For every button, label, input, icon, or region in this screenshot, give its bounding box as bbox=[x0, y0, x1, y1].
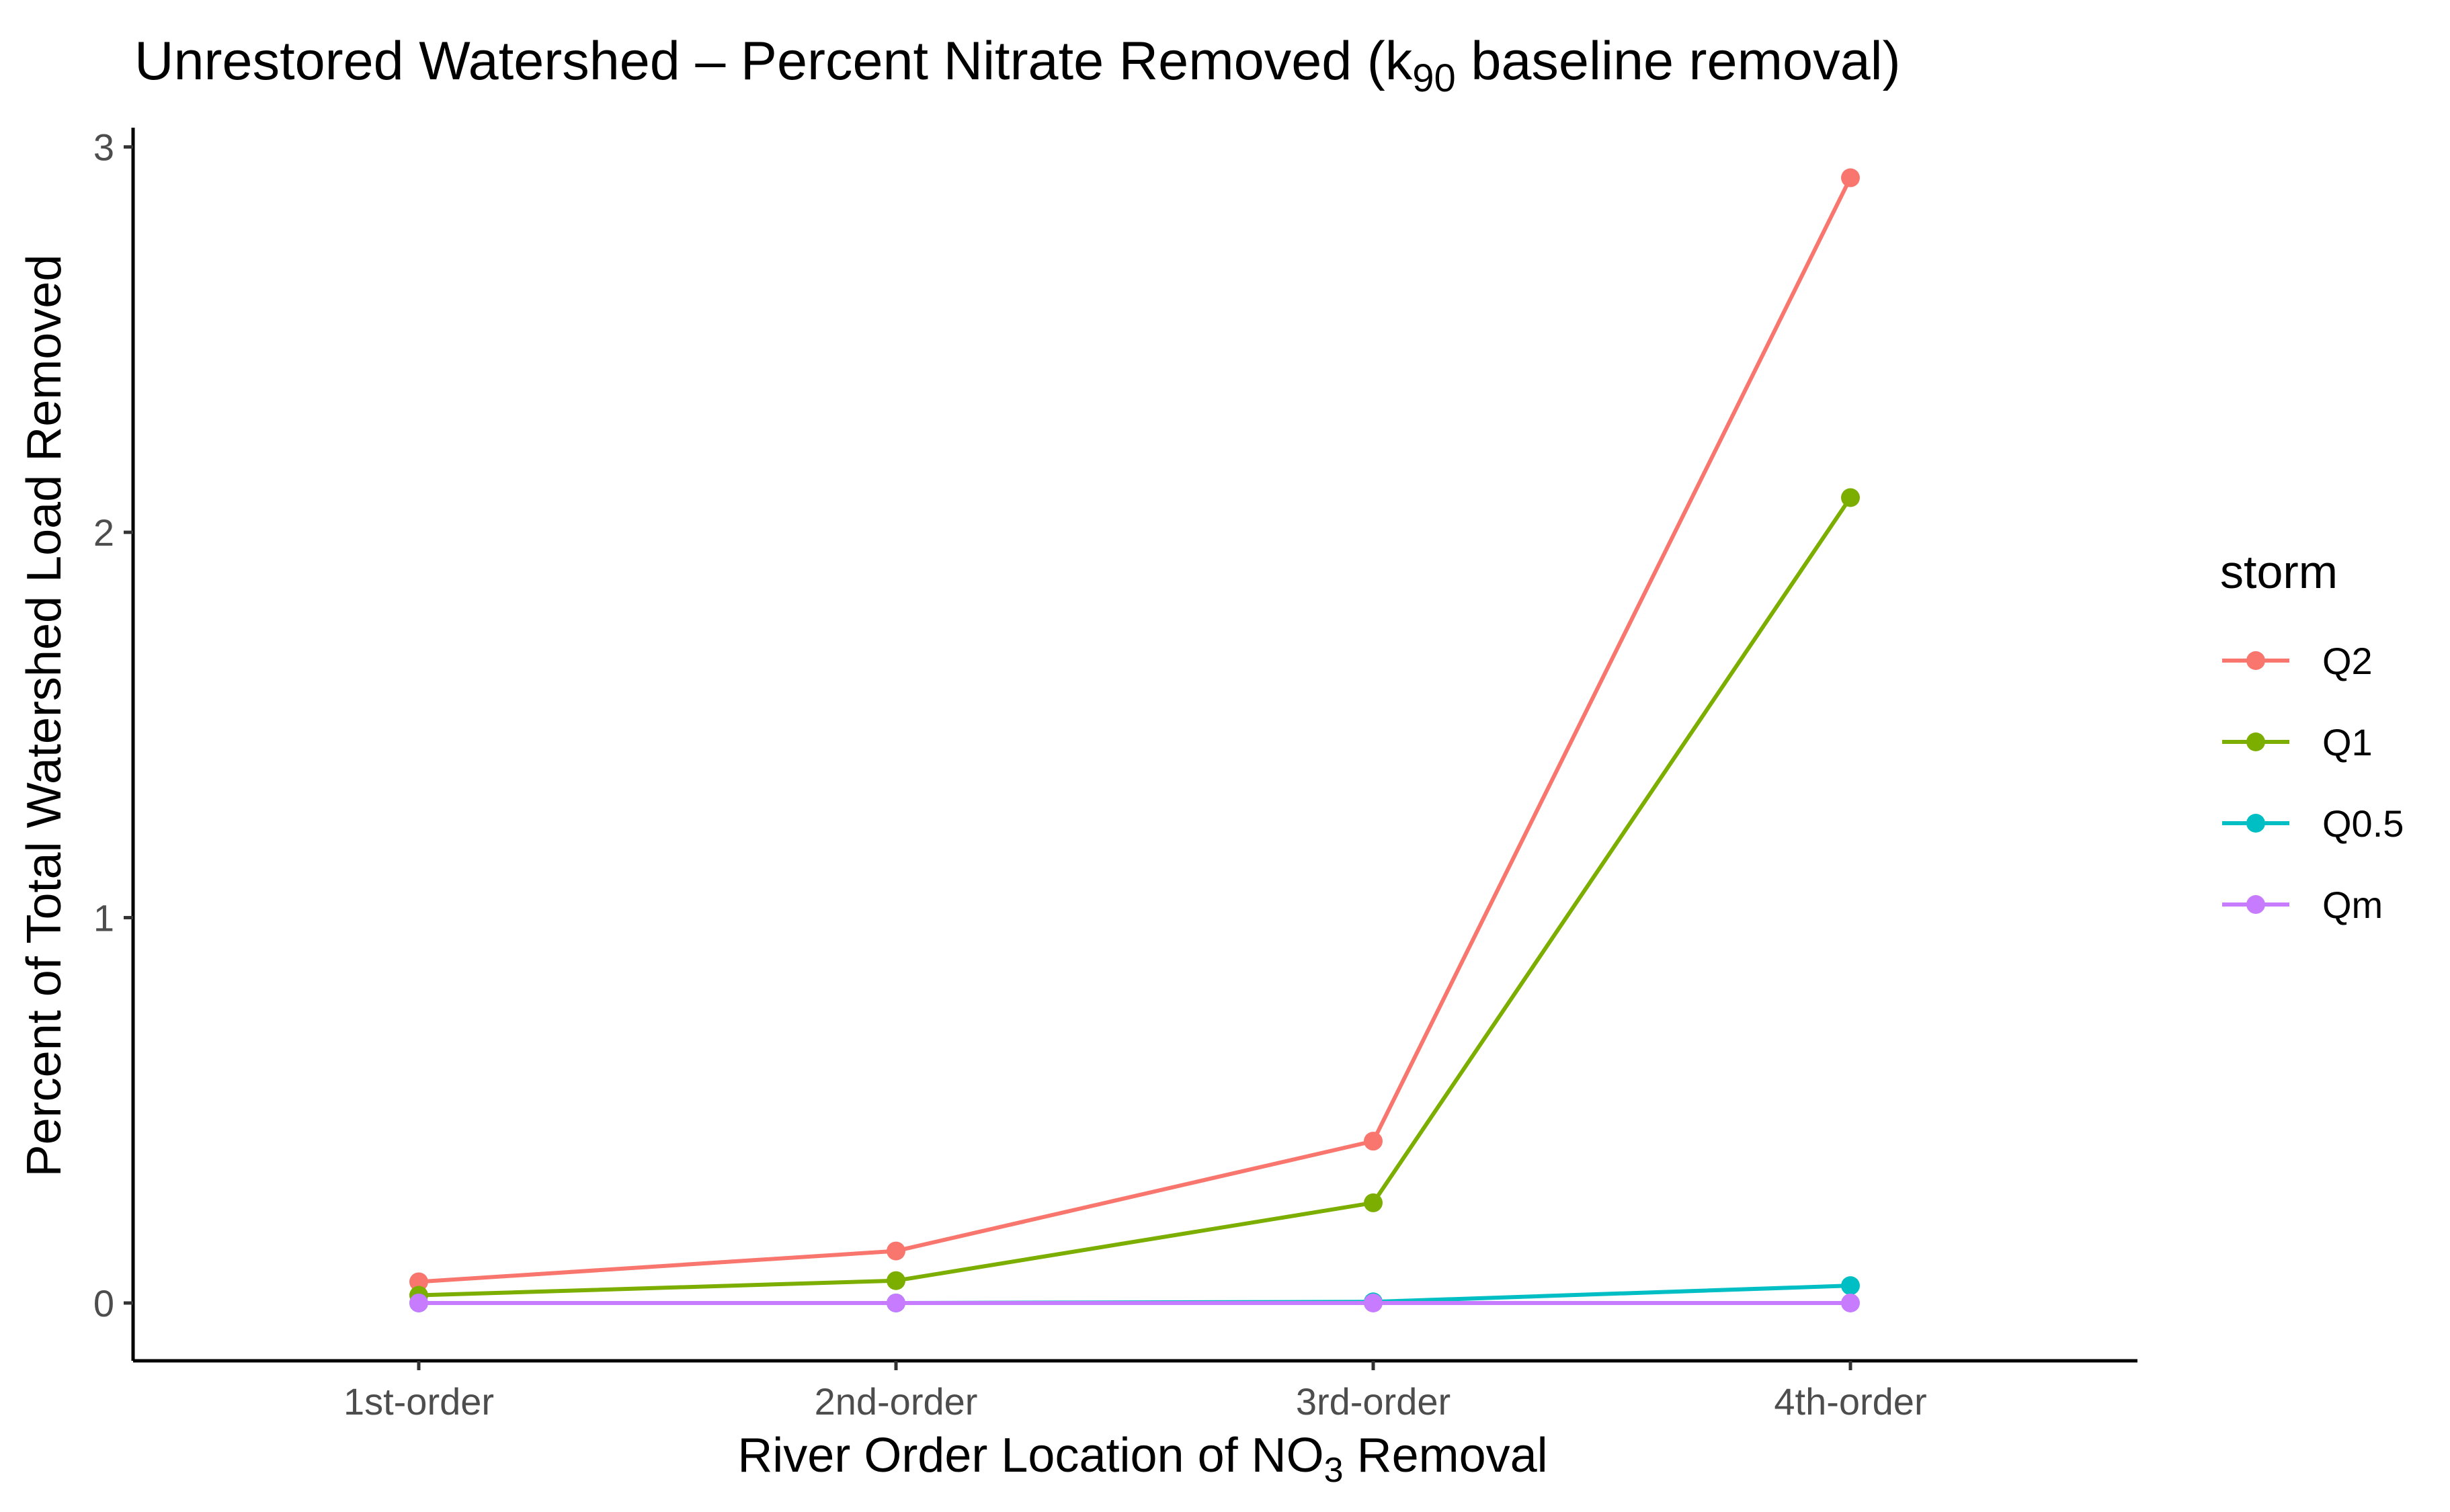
data-point-q2 bbox=[887, 1241, 905, 1261]
legend-key-point-qm bbox=[2246, 895, 2265, 914]
x-tick-label: 4th-order bbox=[1774, 1380, 1926, 1423]
series-group bbox=[409, 168, 1860, 1312]
legend-label-q1: Q1 bbox=[2322, 721, 2373, 763]
data-point-q0-5 bbox=[1841, 1276, 1860, 1296]
x-axis-title-main: River Order Location of NO bbox=[737, 1429, 1323, 1482]
y-axis-ticks: 0 1 2 3 bbox=[93, 126, 133, 1325]
data-point-qm bbox=[1364, 1293, 1383, 1312]
data-point-q2 bbox=[409, 1272, 428, 1292]
legend-key-point-q0-5 bbox=[2246, 814, 2265, 833]
data-point-q2 bbox=[1364, 1132, 1383, 1151]
data-point-qm bbox=[887, 1293, 905, 1312]
data-point-q1 bbox=[1841, 488, 1860, 507]
x-axis-title-subscript: 3 bbox=[1324, 1451, 1344, 1490]
data-point-qm bbox=[1841, 1293, 1860, 1312]
x-axis-title: River Order Location of NO3 Removal bbox=[737, 1429, 1547, 1490]
chart-title: Unrestored Watershed – Percent Nitrate R… bbox=[134, 31, 1901, 100]
legend-title: storm bbox=[2220, 546, 2338, 598]
legend-label-q0-5: Q0.5 bbox=[2322, 802, 2404, 845]
legend: storm Q2 Q1 Q0.5 Qm bbox=[2220, 546, 2404, 926]
y-axis-title: Percent of Total Watershed Load Removed bbox=[17, 255, 71, 1177]
data-point-q2 bbox=[1841, 168, 1860, 187]
x-tick-label: 2nd-order bbox=[815, 1380, 978, 1423]
data-point-q1 bbox=[887, 1271, 905, 1290]
y-tick-label: 1 bbox=[93, 897, 114, 939]
series-line-q1 bbox=[418, 496, 1852, 1298]
chart-title-end: baseline removal) bbox=[1456, 31, 1901, 91]
legend-label-qm: Qm bbox=[2322, 884, 2383, 926]
legend-key-point-q1 bbox=[2246, 732, 2265, 751]
x-tick-label: 1st-order bbox=[343, 1380, 494, 1423]
legend-label-q2: Q2 bbox=[2322, 640, 2373, 682]
y-tick-label: 0 bbox=[93, 1282, 114, 1325]
y-tick-label: 2 bbox=[93, 511, 114, 554]
data-point-qm bbox=[409, 1293, 428, 1312]
chart-title-subscript: 90 bbox=[1412, 56, 1456, 100]
x-axis-ticks: 1st-order 2nd-order 3rd-order 4th-order bbox=[343, 1361, 1927, 1423]
chart-title-main: Unrestored Watershed – Percent Nitrate R… bbox=[134, 31, 1413, 91]
data-point-q1 bbox=[1364, 1193, 1383, 1212]
x-tick-label: 3rd-order bbox=[1296, 1380, 1451, 1423]
series-line-q2 bbox=[418, 177, 1852, 1284]
y-tick-label: 3 bbox=[93, 126, 114, 169]
x-axis-title-end: Removal bbox=[1344, 1429, 1548, 1482]
axes bbox=[131, 128, 2137, 1363]
legend-key-point-q2 bbox=[2246, 651, 2265, 670]
